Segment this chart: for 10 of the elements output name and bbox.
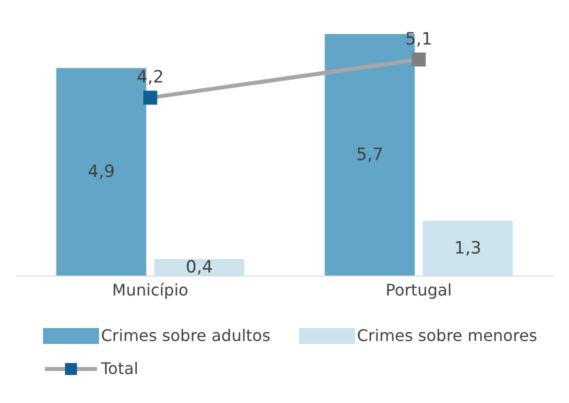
x-tick-label: Município	[112, 280, 188, 300]
legend-label: Total	[101, 359, 138, 378]
data-label: 1,3	[454, 238, 482, 258]
bar	[422, 220, 513, 276]
x-tick-label: Portugal	[386, 280, 452, 300]
data-label: 4,9	[88, 162, 115, 182]
legend-label: Crimes sobre adultos	[101, 326, 270, 345]
data-label: 0,4	[186, 258, 213, 278]
data-label: 5,7	[356, 145, 384, 165]
legend-label: Crimes sobre menores	[357, 326, 538, 345]
